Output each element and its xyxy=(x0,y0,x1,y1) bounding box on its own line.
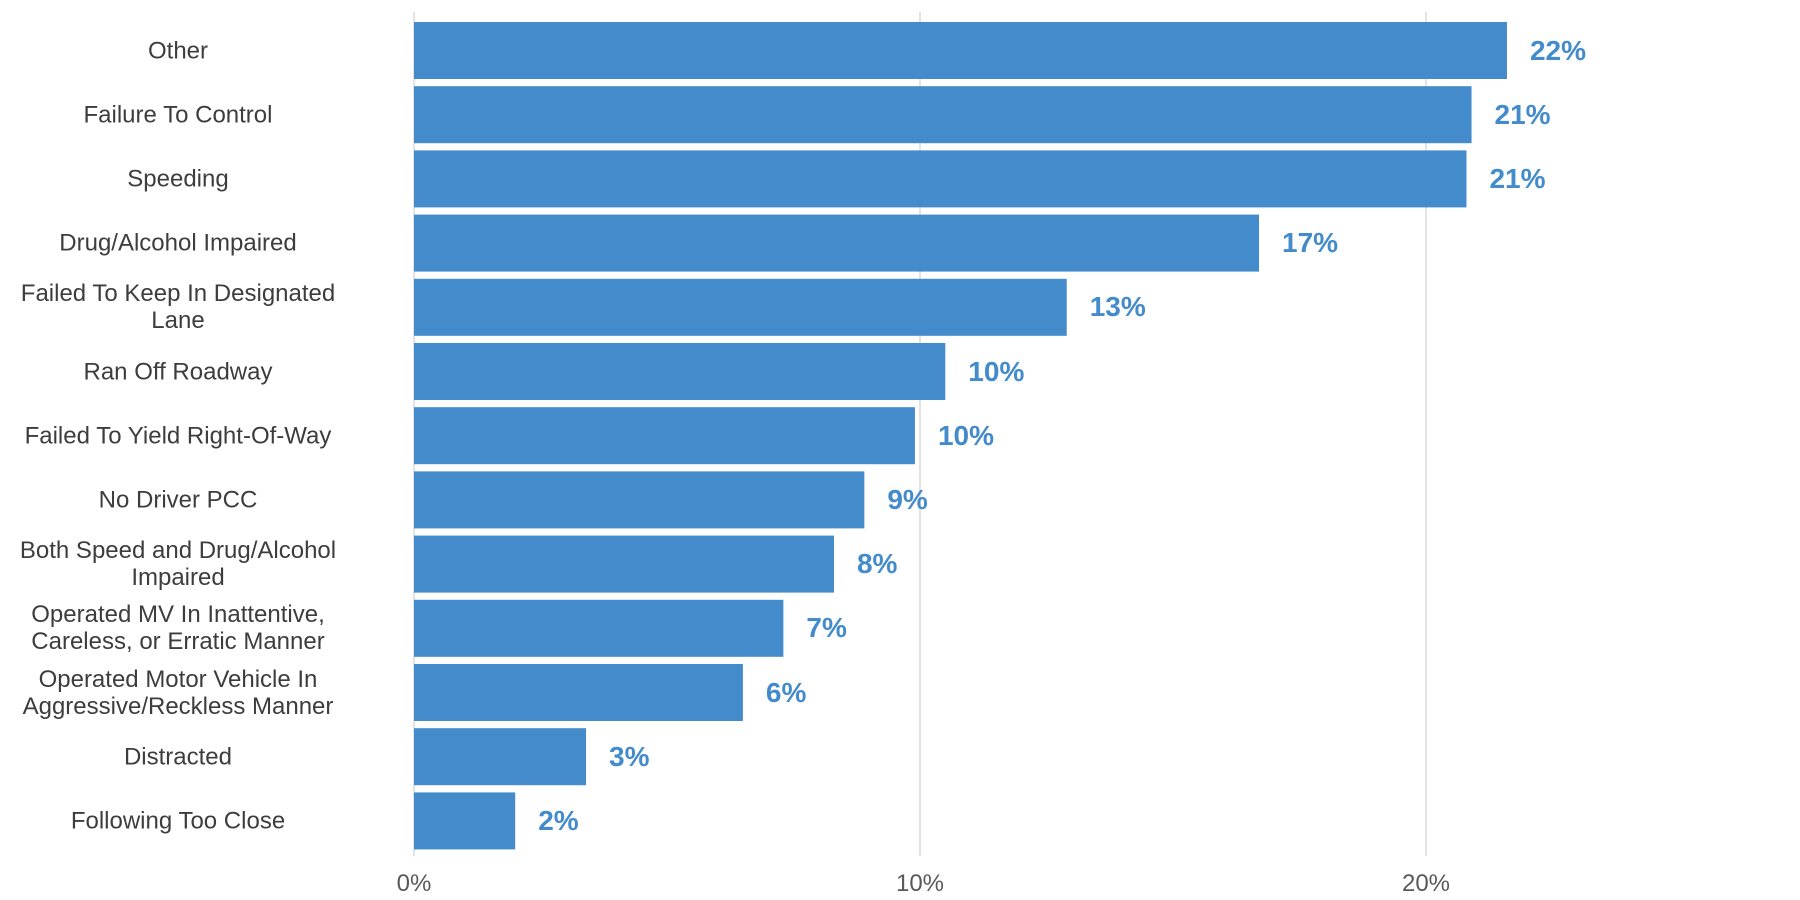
bar xyxy=(414,278,1067,336)
data-label: 2% xyxy=(538,804,579,836)
bar xyxy=(414,407,915,465)
bar xyxy=(414,22,1507,79)
bar xyxy=(414,214,1260,272)
bar xyxy=(414,343,946,400)
data-label: 9% xyxy=(887,483,928,515)
category-label: Failure To Control xyxy=(83,101,273,129)
bar xyxy=(414,86,1472,144)
category-label: Following Too Close xyxy=(70,807,286,835)
x-tick-label: 0% xyxy=(396,870,432,897)
data-label: 6% xyxy=(765,676,807,708)
category-label: Failed To Keep In Designated Lane xyxy=(20,280,336,335)
data-label: 21% xyxy=(1494,98,1551,130)
data-label: 3% xyxy=(609,740,650,772)
data-label: 10% xyxy=(968,355,1025,387)
bar xyxy=(414,471,865,529)
x-tick-label: 20% xyxy=(1401,870,1451,897)
category-label: Operated Motor Vehicle In Aggressive/Rec… xyxy=(22,665,334,720)
data-label: 21% xyxy=(1489,162,1546,194)
data-label: 7% xyxy=(806,612,847,644)
category-label: Drug/Alcohol Impaired xyxy=(59,229,297,257)
data-label: 17% xyxy=(1282,227,1339,259)
data-label: 22% xyxy=(1529,34,1586,66)
data-label: 8% xyxy=(856,548,898,580)
category-label: Failed To Yield Right-Of-Way xyxy=(24,422,332,450)
category-label: Other xyxy=(147,37,209,64)
category-label: Ran Off Roadway xyxy=(83,358,273,385)
x-tick-label: 10% xyxy=(895,870,945,897)
category-label: Distracted xyxy=(123,743,233,771)
category-label: Speeding xyxy=(127,165,229,193)
data-label: 13% xyxy=(1089,291,1146,323)
category-label: No Driver PCC xyxy=(98,486,258,514)
bar xyxy=(414,599,784,657)
data-label: 10% xyxy=(937,419,994,451)
category-label: Both Speed and Drug/Alcohol Impaired xyxy=(19,537,337,592)
bar xyxy=(414,728,587,786)
bar xyxy=(414,664,743,721)
bar xyxy=(414,535,834,593)
bar xyxy=(414,792,516,850)
category-label: Operated MV In Inattentive, Careless, or… xyxy=(31,601,325,656)
bar xyxy=(414,150,1467,208)
